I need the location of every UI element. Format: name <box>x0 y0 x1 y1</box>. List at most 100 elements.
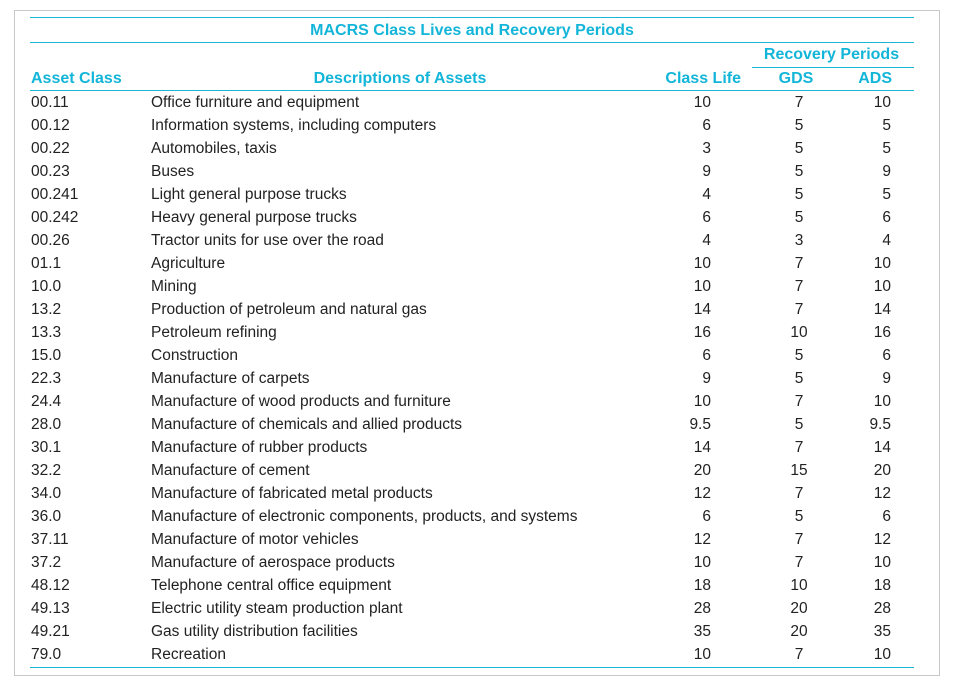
table-row: 00.12 Information systems, including comp… <box>0 114 957 137</box>
cell-class-life: 10 <box>693 94 711 111</box>
table-row: 15.0 Construction 6 5 6 <box>0 344 957 367</box>
table-row: 37.2 Manufacture of aerospace products 10 7… <box>0 551 957 574</box>
cell-ads: 28 <box>873 600 891 617</box>
cell-ads: 20 <box>873 462 891 479</box>
cell-gds: 7 <box>794 646 804 663</box>
recovery-periods-rule <box>752 67 914 68</box>
cell-description: Tractor units for use over the road <box>151 232 384 249</box>
table-row: 48.12 Telephone central office equipment 1… <box>0 574 957 597</box>
cell-gds: 7 <box>794 554 804 571</box>
cell-class-life: 10 <box>693 393 711 410</box>
cell-asset-class: 22.3 <box>31 370 62 387</box>
table-row: 37.11 Manufacture of motor vehicles 12 7 12 <box>0 528 957 551</box>
table-row: 79.0 Recreation 10 7 10 <box>0 643 957 666</box>
cell-description: Manufacture of electronic components, pr… <box>151 508 578 525</box>
table-body: 00.11 Office furniture and equipment 10 7 10… <box>0 91 957 666</box>
table-row: 13.3 Petroleum refining 16 10 16 <box>0 321 957 344</box>
cell-ads: 6 <box>882 508 891 525</box>
cell-ads: 5 <box>882 140 891 157</box>
table-row: 32.2 Manufacture of cement 20 15 20 <box>0 459 957 482</box>
cell-ads: 10 <box>873 646 891 663</box>
cell-asset-class: 34.0 <box>31 485 62 502</box>
cell-asset-class: 49.13 <box>31 600 70 617</box>
cell-gds: 7 <box>794 439 804 456</box>
table-row: 36.0 Manufacture of electronic components… <box>0 505 957 528</box>
cell-class-life: 9.5 <box>689 416 711 433</box>
table-title: MACRS Class Lives and Recovery Periods <box>310 22 634 39</box>
cell-class-life: 28 <box>693 600 711 617</box>
cell-asset-class: 37.11 <box>31 531 69 548</box>
bottom-rule <box>30 667 914 668</box>
table-row: 00.242 Heavy general purpose trucks 6 5 6 <box>0 206 957 229</box>
cell-description: Automobiles, taxis <box>151 140 277 157</box>
cell-class-life: 18 <box>693 577 711 594</box>
cell-ads: 6 <box>882 209 891 226</box>
cell-description: Electric utility steam production plant <box>151 600 403 617</box>
cell-ads: 12 <box>873 531 891 548</box>
cell-description: Production of petroleum and natural gas <box>151 301 427 318</box>
cell-class-life: 10 <box>693 554 711 571</box>
table-row: 24.4 Manufacture of wood products and fur… <box>0 390 957 413</box>
cell-description: Manufacture of cement <box>151 462 310 479</box>
cell-gds: 7 <box>794 94 804 111</box>
cell-class-life: 20 <box>693 462 711 479</box>
cell-gds: 5 <box>794 370 804 387</box>
cell-gds: 7 <box>794 301 804 318</box>
table-row: 10.0 Mining 10 7 10 <box>0 275 957 298</box>
cell-asset-class: 00.11 <box>31 94 69 111</box>
cell-ads: 9 <box>882 370 891 387</box>
cell-class-life: 10 <box>693 646 711 663</box>
cell-gds: 5 <box>794 117 804 134</box>
cell-description: Buses <box>151 163 195 180</box>
cell-class-life: 10 <box>693 278 711 295</box>
cell-asset-class: 13.3 <box>31 324 62 341</box>
cell-asset-class: 00.26 <box>31 232 70 249</box>
cell-description: Manufacture of chemicals and allied prod… <box>151 416 463 433</box>
table-frame <box>14 10 940 676</box>
column-header-class-life: Class Life <box>665 70 741 87</box>
cell-asset-class: 13.2 <box>31 301 62 318</box>
cell-class-life: 3 <box>702 140 711 157</box>
table-row: 00.26 Tractor units for use over the road… <box>0 229 957 252</box>
cell-class-life: 14 <box>693 301 711 318</box>
cell-description: Light general purpose trucks <box>151 186 347 203</box>
cell-class-life: 6 <box>702 117 711 134</box>
cell-ads: 9 <box>882 163 891 180</box>
cell-asset-class: 24.4 <box>31 393 62 410</box>
cell-class-life: 4 <box>702 186 711 203</box>
cell-ads: 5 <box>882 117 891 134</box>
cell-gds: 7 <box>794 255 804 272</box>
table-row: 13.2 Production of petroleum and natural … <box>0 298 957 321</box>
cell-class-life: 12 <box>693 485 711 502</box>
cell-asset-class: 30.1 <box>31 439 62 456</box>
cell-description: Office furniture and equipment <box>151 94 360 111</box>
cell-description: Manufacture of aerospace products <box>151 554 395 571</box>
table-row: 00.241 Light general purpose trucks 4 5 5 <box>0 183 957 206</box>
cell-ads: 16 <box>873 324 891 341</box>
cell-ads: 10 <box>873 278 891 295</box>
cell-description: Recreation <box>151 646 226 663</box>
cell-description: Manufacture of rubber products <box>151 439 368 456</box>
cell-ads: 10 <box>873 393 891 410</box>
cell-class-life: 16 <box>693 324 711 341</box>
column-header-asset-class: Asset Class <box>31 70 122 87</box>
cell-gds: 7 <box>794 393 804 410</box>
cell-gds: 20 <box>790 623 808 640</box>
cell-ads: 10 <box>873 255 891 272</box>
cell-asset-class: 00.241 <box>31 186 79 203</box>
table-row: 00.23 Buses 9 5 9 <box>0 160 957 183</box>
cell-gds: 5 <box>794 416 804 433</box>
table-row: 00.11 Office furniture and equipment 10 7 10 <box>0 91 957 114</box>
cell-asset-class: 00.22 <box>31 140 70 157</box>
cell-asset-class: 48.12 <box>31 577 70 594</box>
table-row: 01.1 Agriculture 10 7 10 <box>0 252 957 275</box>
cell-class-life: 4 <box>702 232 711 249</box>
cell-asset-class: 10.0 <box>31 278 62 295</box>
cell-gds: 5 <box>794 163 804 180</box>
cell-class-life: 6 <box>702 347 711 364</box>
cell-asset-class: 28.0 <box>31 416 62 433</box>
recovery-periods-header: Recovery Periods <box>763 46 900 63</box>
cell-description: Agriculture <box>151 255 226 272</box>
column-header-ads: ADS <box>858 70 892 87</box>
table-row: 49.21 Gas utility distribution facilities… <box>0 620 957 643</box>
